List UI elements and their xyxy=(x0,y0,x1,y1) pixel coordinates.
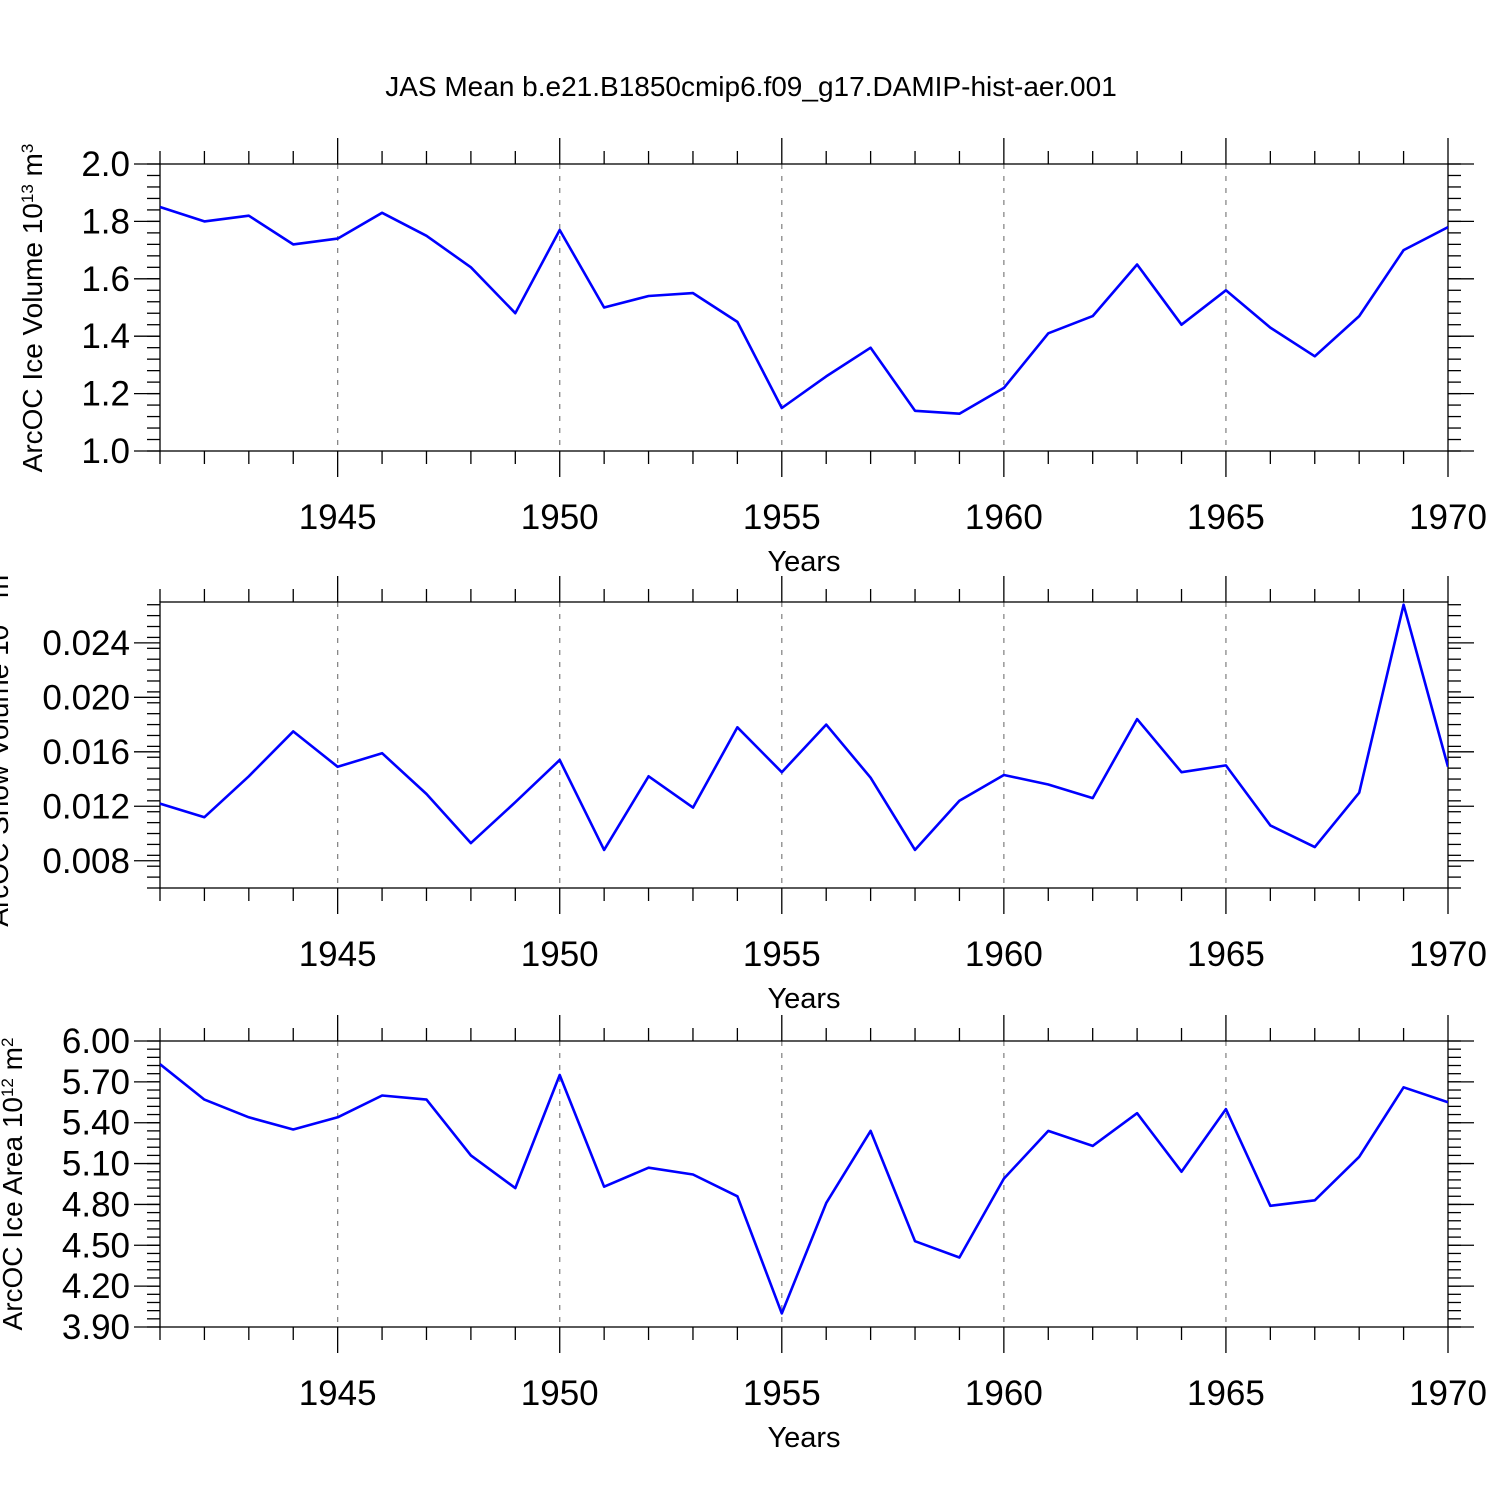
x-axis-label: Years xyxy=(767,1422,840,1454)
y-tick-label: 3.90 xyxy=(62,1308,130,1347)
y-tick-label: 4.20 xyxy=(62,1267,130,1306)
x-tick-label: 1950 xyxy=(521,935,599,974)
x-tick-label: 1965 xyxy=(1187,498,1265,537)
x-tick-label: 1960 xyxy=(965,1374,1043,1413)
x-tick-label: 1950 xyxy=(521,498,599,537)
x-tick-label: 1950 xyxy=(521,1374,599,1413)
y-tick-label: 0.016 xyxy=(42,733,130,772)
series-line-3 xyxy=(160,1063,1448,1315)
x-tick-label: 1970 xyxy=(1409,1374,1487,1413)
x-tick-label: 1970 xyxy=(1409,498,1487,537)
plot-frame xyxy=(159,1040,1449,1328)
x-tick-label: 1955 xyxy=(743,935,821,974)
panel-2: 0.008 0.012 0.016 0.020 0.024 1945 1950 1955 196… xyxy=(0,565,1487,1015)
y-axis-label: ArcOC Snow Volume 1013 m3 xyxy=(0,565,14,926)
y-tick-label: 1.0 xyxy=(81,432,130,471)
panel-3: 3.904.204.504.805.105.405.706.00 1945 1950… xyxy=(0,1015,1487,1454)
y-axis-label: ArcOC Ice Area 1012 m2 xyxy=(0,1038,28,1331)
chart-title: JAS Mean b.e21.B1850cmip6.f09_g17.DAMIP-… xyxy=(385,71,1117,102)
plot-frame xyxy=(159,601,1449,889)
y-tick-label: 1.4 xyxy=(81,317,130,356)
x-tick-label: 1945 xyxy=(299,1374,377,1413)
series-line-2 xyxy=(160,603,1448,852)
panel-1: 1.0 1.2 1.4 1.6 1.8 2.0 1945 1950 1955 1960 1965 19… xyxy=(17,138,1487,578)
y-tick-label: 2.0 xyxy=(81,145,130,184)
y-tick-label: 0.012 xyxy=(42,787,130,826)
y-tick-label: 1.6 xyxy=(81,260,130,299)
x-tick-label: 1960 xyxy=(965,935,1043,974)
x-axis-label: Years xyxy=(767,983,840,1015)
y-tick-label: 5.40 xyxy=(62,1104,130,1143)
x-tick-label: 1945 xyxy=(299,498,377,537)
y-tick-label: 4.50 xyxy=(62,1226,130,1265)
y-tick-label: 0.008 xyxy=(42,842,130,881)
x-tick-label: 1955 xyxy=(743,498,821,537)
x-tick-label: 1965 xyxy=(1187,1374,1265,1413)
series-line-1 xyxy=(160,205,1448,416)
x-tick-label: 1945 xyxy=(299,935,377,974)
x-tick-label: 1970 xyxy=(1409,935,1487,974)
y-tick-label: 0.024 xyxy=(42,624,130,663)
x-tick-label: 1965 xyxy=(1187,935,1265,974)
x-tick-label: 1960 xyxy=(965,498,1043,537)
y-tick-label: 0.020 xyxy=(42,678,130,717)
y-tick-label: 1.2 xyxy=(81,375,130,414)
y-axis-label: ArcOC Ice Volume 1013 m3 xyxy=(17,144,48,473)
x-tick-label: 1955 xyxy=(743,1374,821,1413)
y-tick-label: 6.00 xyxy=(62,1022,130,1061)
y-tick-label: 5.70 xyxy=(62,1063,130,1102)
y-tick-label: 1.8 xyxy=(81,202,130,241)
x-axis-label: Years xyxy=(767,546,840,578)
y-tick-label: 5.10 xyxy=(62,1145,130,1184)
plot-frame xyxy=(159,163,1449,452)
y-tick-label: 4.80 xyxy=(62,1185,130,1224)
